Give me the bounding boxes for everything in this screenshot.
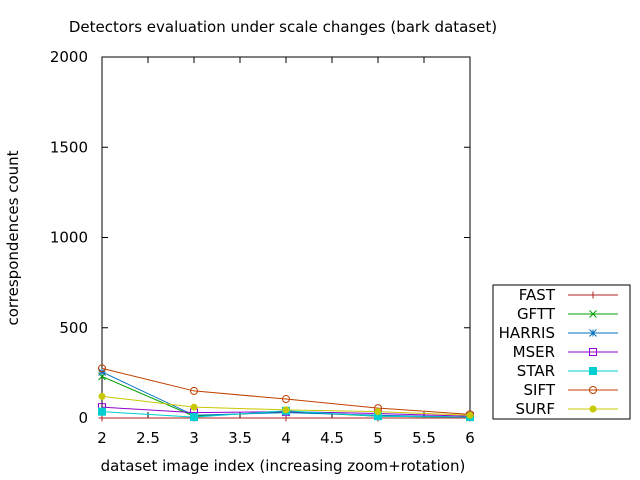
- y-tick-label: 0: [78, 409, 88, 427]
- data-point-sift: [190, 386, 198, 395]
- y-tick-label: 500: [59, 319, 88, 337]
- x-tick-label: 4: [281, 429, 291, 447]
- chart-title: Detectors evaluation under scale changes…: [69, 18, 497, 36]
- data-point-surf: [374, 408, 382, 416]
- legend-marker-gftt: [589, 310, 597, 318]
- data-point-surf: [98, 392, 106, 400]
- y-tick-label: 2000: [50, 48, 88, 66]
- data-point-sift: [282, 395, 290, 404]
- legend-label-fast: FAST: [519, 286, 556, 304]
- y-axis-label: correspondences count: [4, 150, 22, 325]
- series-line-sift: [101, 367, 471, 415]
- series-layer: [98, 364, 474, 422]
- x-tick-label: 4.5: [320, 429, 344, 447]
- y-tick-label: 1500: [50, 138, 88, 156]
- data-point-surf: [190, 403, 198, 411]
- legend-marker-sift: [589, 386, 597, 394]
- legend-marker-harris: [589, 329, 597, 337]
- legend-marker-fast: [589, 291, 597, 299]
- x-tick-label: 2: [97, 429, 107, 447]
- y-tick-label: 1000: [50, 229, 88, 247]
- data-point-surf: [282, 406, 290, 414]
- legend-label-gftt: GFTT: [517, 305, 556, 323]
- x-tick-label: 5: [373, 429, 383, 447]
- plot-frame: [101, 56, 471, 419]
- legend-label-harris: HARRIS: [499, 324, 555, 342]
- data-point-star: [98, 407, 106, 416]
- data-point-surf: [466, 411, 474, 419]
- x-axis-label: dataset image index (increasing zoom+rot…: [101, 457, 466, 475]
- x-tick-label: 3.5: [228, 429, 252, 447]
- data-point-star: [190, 413, 198, 422]
- x-tick-label: 5.5: [412, 429, 436, 447]
- legend-label-star: STAR: [517, 362, 555, 380]
- x-tick-label: 2.5: [136, 429, 160, 447]
- y-axis: 0 500 1000 1500 2000: [50, 48, 470, 427]
- legend-marker-mser: [589, 348, 597, 356]
- x-tick-label: 6: [465, 429, 475, 447]
- legend-label-sift: SIFT: [524, 381, 556, 399]
- x-axis: 2 2.5 3 3.5 4 4.5 5 5.5 6: [97, 57, 475, 447]
- legend-marker-star: [589, 367, 597, 375]
- legend-label-surf: SURF: [515, 400, 555, 418]
- x-tick-label: 3: [189, 429, 199, 447]
- data-point-sift: [98, 364, 106, 373]
- legend-label-mser: MSER: [513, 343, 555, 361]
- legend-marker-surf: [589, 405, 597, 413]
